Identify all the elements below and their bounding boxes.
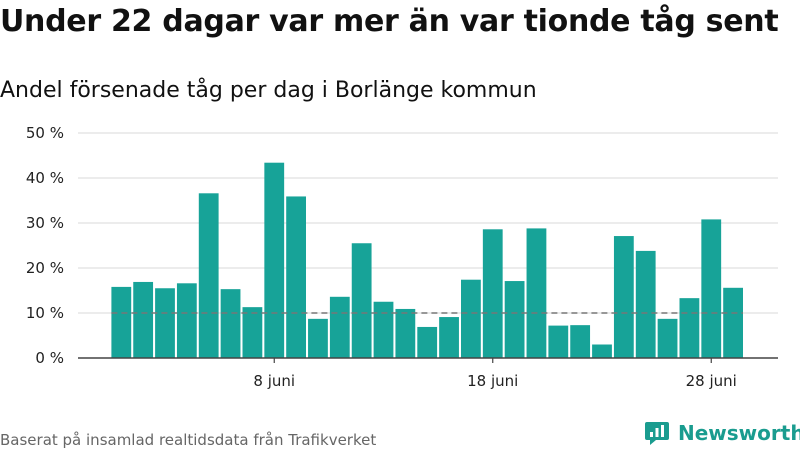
y-tick-label: 10 % [26, 304, 64, 322]
bar [133, 281, 154, 358]
bar [526, 228, 547, 358]
y-tick-label: 50 % [26, 124, 64, 142]
bar [701, 219, 722, 358]
brand-name: Newsworthy [678, 421, 800, 445]
bar [723, 287, 743, 358]
source-note: Baserat på insamlad realtidsdata från Tr… [0, 431, 377, 449]
bar [198, 193, 219, 358]
chart-subtitle: Andel försenade tåg per dag i Borlänge k… [0, 78, 537, 103]
bar [504, 281, 525, 358]
bars [111, 162, 743, 358]
bar [111, 286, 132, 358]
brand-logo: Newsworthy [644, 420, 800, 446]
bar [417, 326, 438, 358]
bar [242, 307, 263, 358]
bar [351, 243, 372, 358]
bar [613, 236, 634, 358]
bar [548, 325, 569, 358]
x-tick-label: 18 juni [467, 372, 518, 390]
newsworthy-logo-icon [645, 422, 669, 445]
bar [308, 318, 328, 358]
bar [329, 296, 350, 358]
bar [461, 279, 481, 358]
bar [264, 162, 285, 358]
bar [570, 325, 591, 358]
x-tick-label: 8 juni [253, 372, 295, 390]
bar [155, 288, 175, 358]
x-tick-label: 28 juni [686, 372, 737, 390]
bar [395, 308, 416, 358]
bar [220, 289, 241, 358]
bar [482, 229, 503, 358]
bar [679, 298, 700, 358]
y-tick-label: 0 % [35, 349, 64, 367]
bar [373, 301, 394, 358]
bar [635, 250, 656, 358]
bar [439, 317, 459, 358]
bar [176, 283, 197, 358]
axes: 0 % 10 % 20 % 30 % 40 % 50 % 8 juni 18 juni 28 j… [26, 124, 778, 390]
chart-title: Under 22 dagar var mer än var tionde tåg… [0, 4, 779, 39]
y-tick-label: 20 % [26, 259, 64, 277]
bar [592, 344, 612, 358]
y-tick-label: 40 % [26, 169, 64, 187]
bar [657, 318, 678, 358]
y-tick-label: 30 % [26, 214, 64, 232]
bar [286, 196, 306, 358]
